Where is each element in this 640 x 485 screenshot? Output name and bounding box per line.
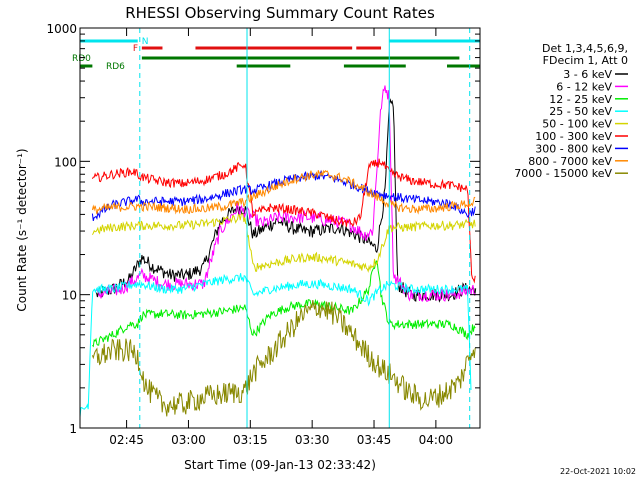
series-line-6 xyxy=(91,158,476,284)
legend-header-line-1: Det 1,3,4,5,6,9, xyxy=(542,42,628,55)
series-line-9 xyxy=(91,300,476,417)
x-tick-label-1: 02:45 xyxy=(109,433,144,447)
series-line-3 xyxy=(92,260,476,348)
x-tick-label-5: 03:45 xyxy=(357,433,392,447)
legend-label-2: 6 - 12 keV xyxy=(556,80,612,93)
series-line-2 xyxy=(96,85,477,302)
axes: 02:45 03:00 03:15 03:30 03:45 04:00 1 10 100 1000 xyxy=(46,22,480,447)
legend-label-9: 7000 - 15000 keV xyxy=(514,167,612,180)
legend-label-6: 100 - 300 keV xyxy=(535,130,612,143)
legend-label-8: 800 - 7000 keV xyxy=(528,155,612,168)
series-line-8 xyxy=(91,169,476,215)
y-axis-label: Count Rate (s⁻¹ detector⁻¹) xyxy=(15,148,29,311)
series-line-7 xyxy=(91,169,476,222)
flag-rd0-label: RD0 xyxy=(72,54,91,64)
x-axis-label: Start Time (09-Jan-13 02:33:42) xyxy=(184,458,376,472)
x-tick-label-4: 03:30 xyxy=(295,433,330,447)
flag-f-label: F xyxy=(133,44,138,54)
generated-timestamp: 22-Oct-2021 10:02 xyxy=(560,467,636,476)
legend-label-4: 25 - 50 keV xyxy=(549,105,612,118)
chart-title: RHESSI Observing Summary Count Rates xyxy=(125,4,435,22)
x-tick-label-6: 04:00 xyxy=(419,433,454,447)
legend-label-7: 300 - 800 keV xyxy=(535,142,612,155)
y-tick-label-2: 10 xyxy=(62,289,77,303)
marker-lines xyxy=(139,28,471,428)
legend-label-1: 3 - 6 keV xyxy=(563,68,612,81)
series-line-4 xyxy=(80,273,472,418)
series-line-5 xyxy=(91,213,476,273)
plot-frame xyxy=(79,27,481,429)
flag-n-label: N xyxy=(142,37,149,47)
legend-header-line-2: FDecim 1, Att 0 xyxy=(543,54,628,67)
x-tick-label-2: 03:00 xyxy=(171,433,206,447)
flag-rd6-label: RD6 xyxy=(106,62,125,72)
legend: Det 1,3,4,5,6,9,FDecim 1, Att 03 - 6 keV… xyxy=(514,42,628,180)
y-tick-label-1: 1 xyxy=(69,422,77,436)
x-tick-label-3: 03:15 xyxy=(233,433,268,447)
legend-label-5: 50 - 100 keV xyxy=(542,118,612,131)
series-layer xyxy=(80,85,477,418)
legend-label-3: 12 - 25 keV xyxy=(549,93,612,106)
y-tick-label-4: 1000 xyxy=(46,22,77,36)
y-tick-label-3: 100 xyxy=(54,155,77,169)
observing-flags: NF RD0 RD6 xyxy=(72,37,480,72)
